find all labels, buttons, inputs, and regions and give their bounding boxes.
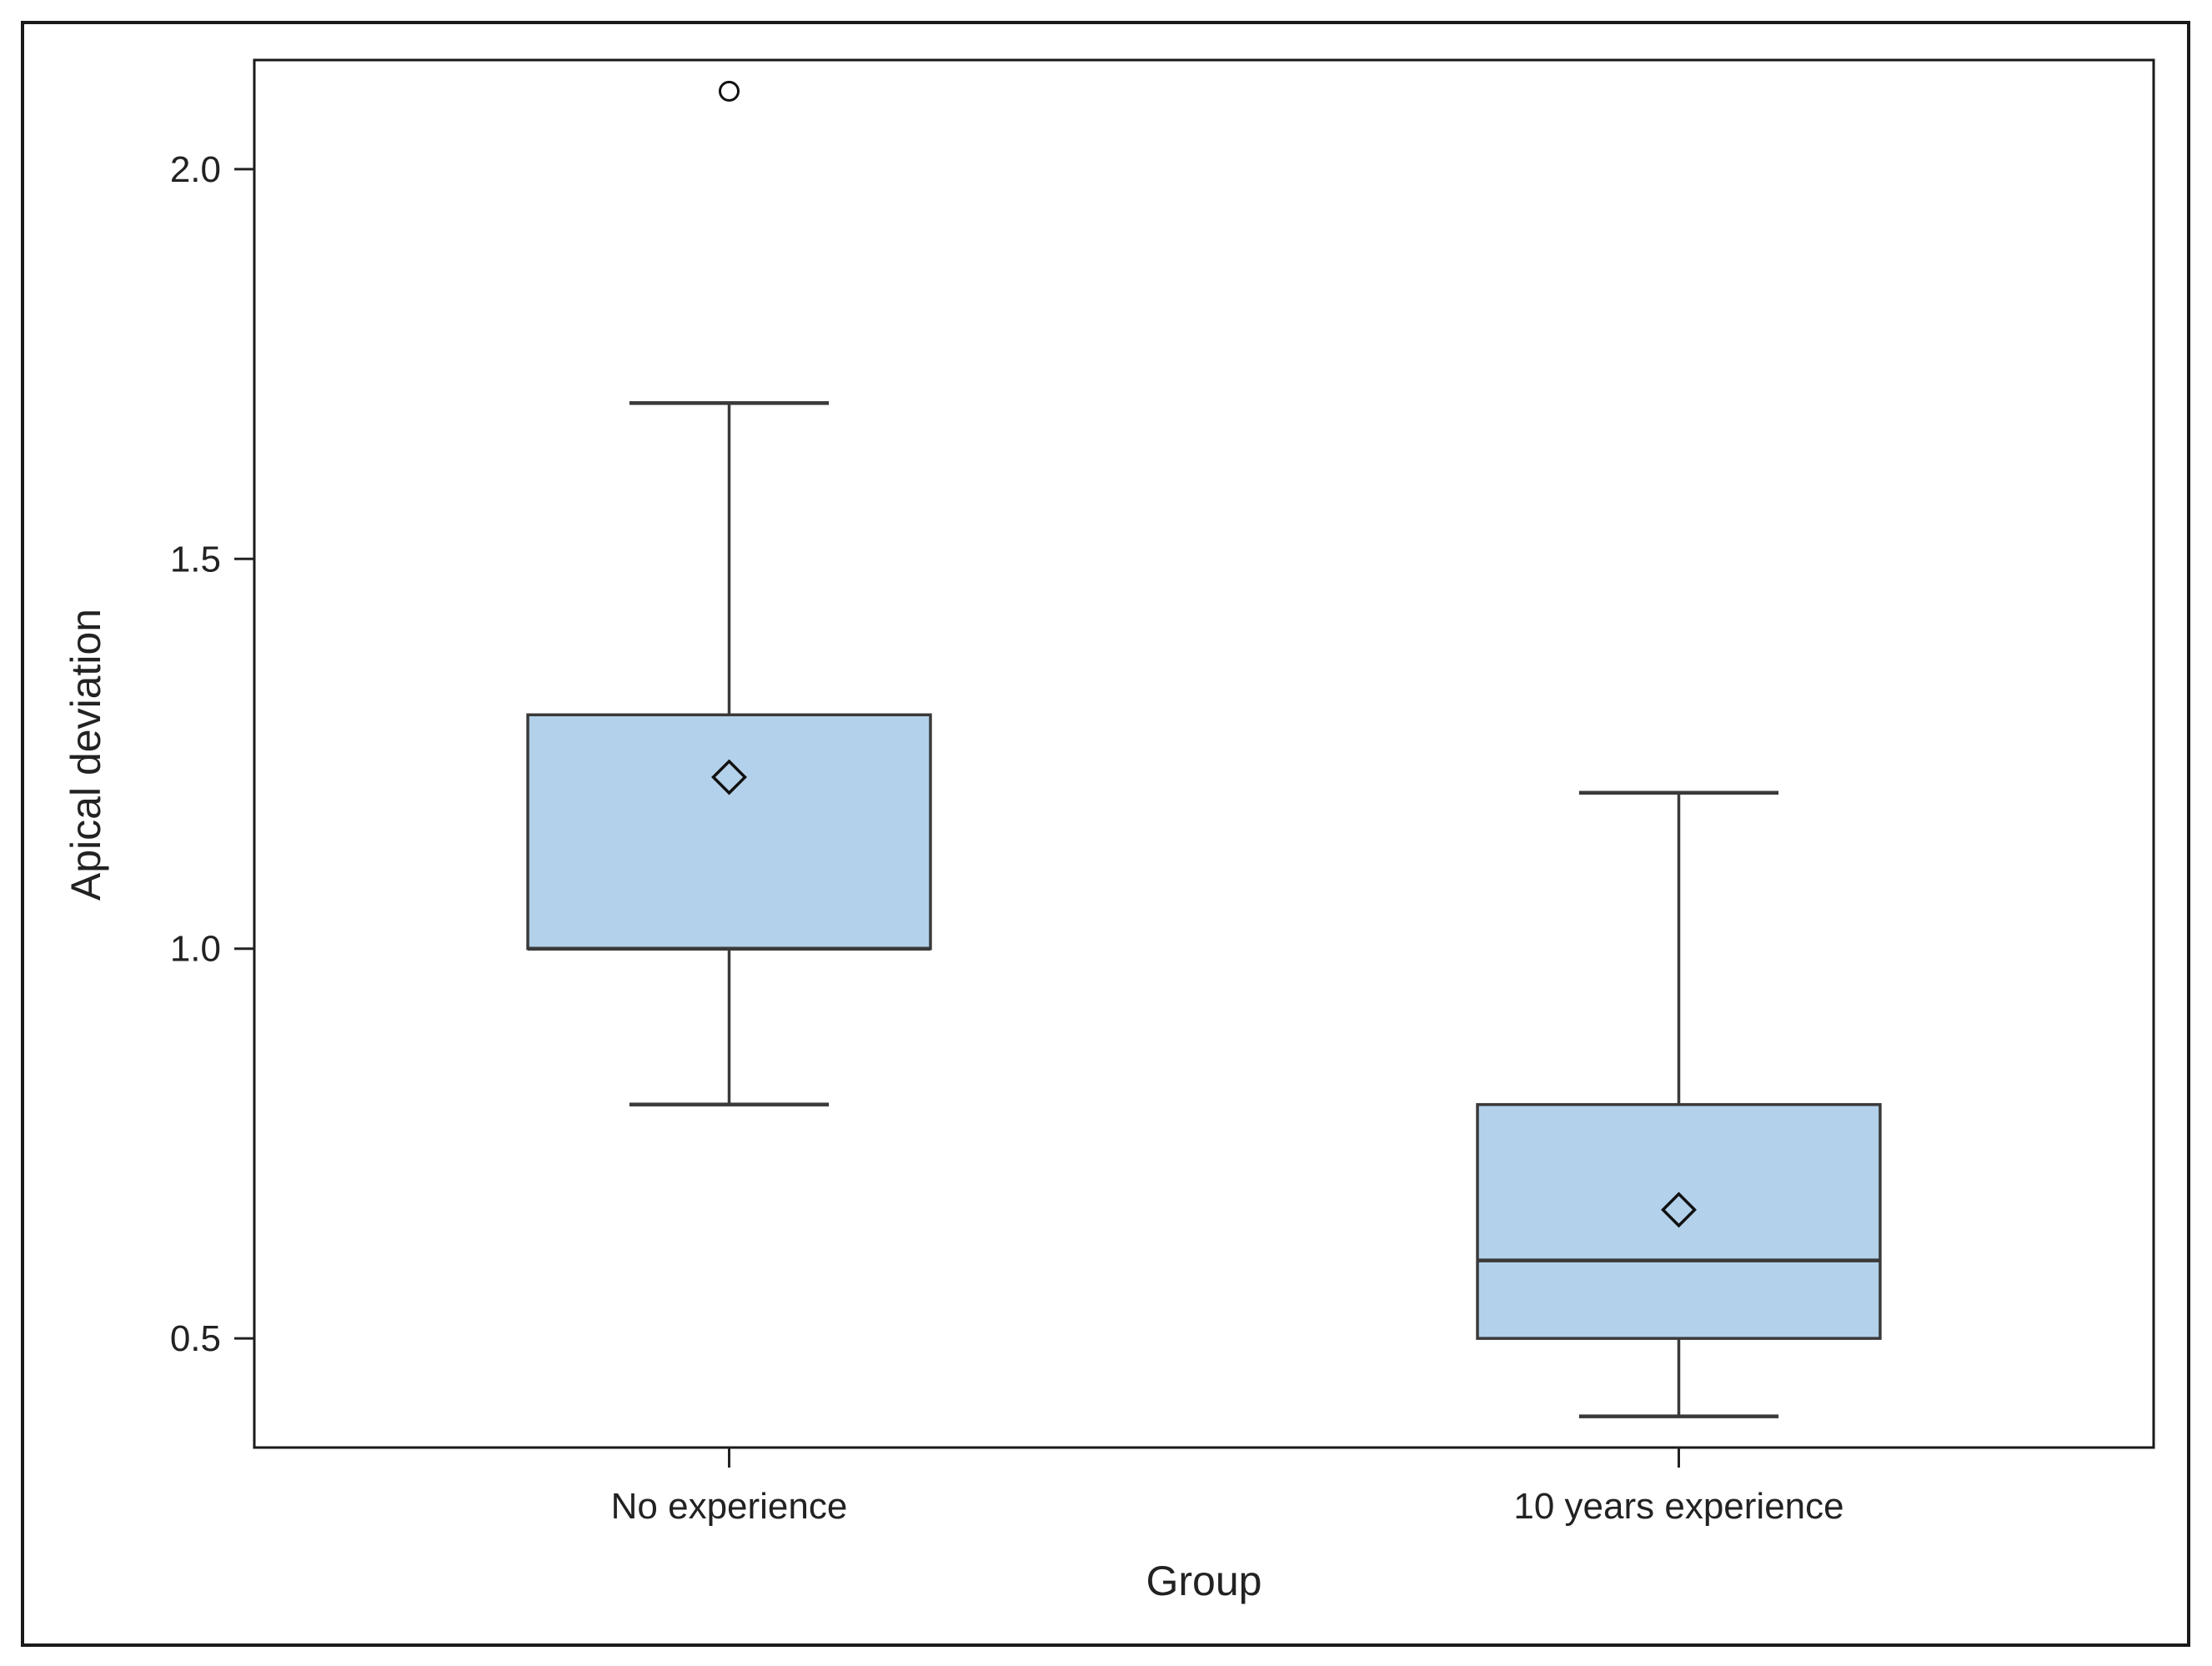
box-group-10-years-experience xyxy=(1476,790,1882,1418)
y-tick-label: 1.5 xyxy=(170,539,221,580)
y-axis-title: Apical deviation xyxy=(63,609,109,901)
mean-marker xyxy=(711,759,747,795)
figure-border xyxy=(21,21,2190,1647)
y-tick-label: 1.0 xyxy=(170,929,221,970)
plot-area-frame xyxy=(253,58,2155,1449)
mean-marker xyxy=(1661,1192,1697,1228)
y-tick-label: 2.0 xyxy=(170,149,221,190)
x-tick-label: No experience xyxy=(611,1486,848,1527)
box-series xyxy=(526,80,1882,1418)
interquartile-box xyxy=(526,713,932,951)
box-group-no-experience xyxy=(526,80,932,1106)
outlier-point xyxy=(719,80,740,102)
interquartile-box xyxy=(1476,1102,1882,1340)
x-tick-label: 10 years experience xyxy=(1513,1486,1843,1527)
x-axis-title: Group xyxy=(1146,1558,1262,1604)
y-tick-label: 0.5 xyxy=(170,1318,221,1359)
y-axis-ticks: 0.5 1.0 1.5 2.0 xyxy=(170,149,254,1359)
x-axis-ticks: No experience 10 years experience xyxy=(611,1448,1844,1527)
